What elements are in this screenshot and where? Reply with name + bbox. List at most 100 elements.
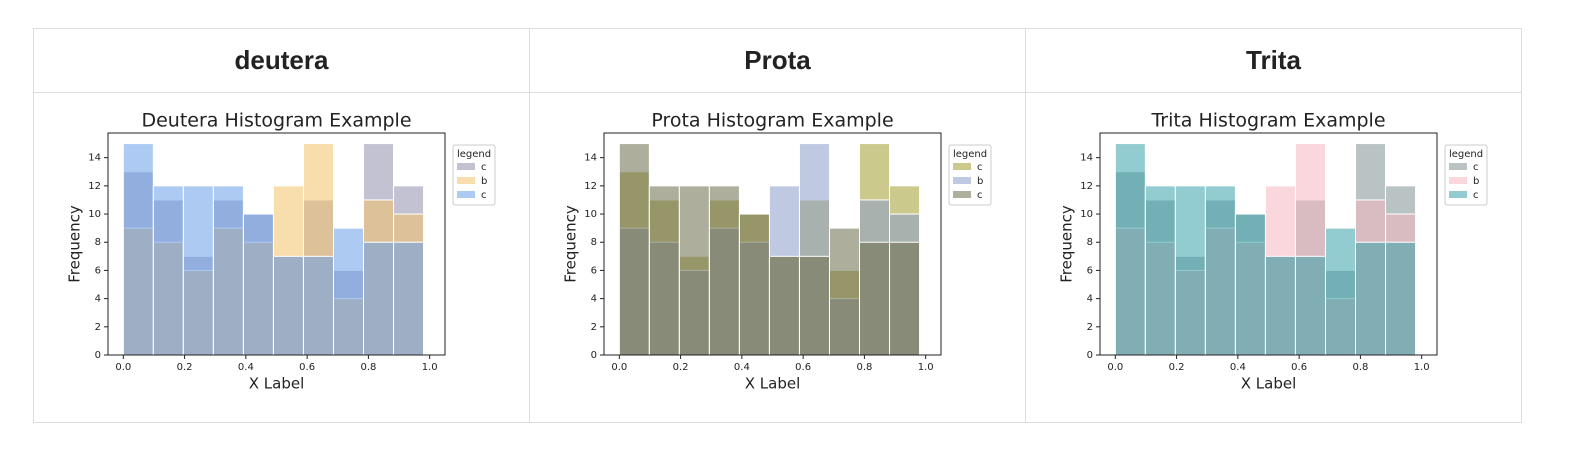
y-tick-label: 10 <box>1080 209 1093 220</box>
y-tick-label: 12 <box>1080 181 1093 192</box>
legend-label: c <box>1473 190 1479 201</box>
x-tick-label: 1.0 <box>1414 362 1430 373</box>
histogram-bar <box>393 241 425 356</box>
histogram-bar <box>182 185 214 356</box>
header-row: deutera Prota Trita <box>33 28 1522 93</box>
x-axis-label: X Label <box>1241 375 1297 393</box>
legend-swatch <box>953 191 971 198</box>
header-cell: Prota <box>529 28 1026 93</box>
x-tick-label: 0.8 <box>856 362 872 373</box>
histogram-bar <box>272 255 304 356</box>
histogram-bar <box>1174 185 1206 356</box>
legend-box <box>452 144 496 206</box>
x-tick-label: 0.4 <box>238 362 254 373</box>
x-tick-label: 0.0 <box>611 362 627 373</box>
y-tick-label: 2 <box>591 322 597 333</box>
histogram-bar <box>889 241 921 356</box>
histogram-bar <box>1234 213 1266 356</box>
table: deutera Prota Trita Deutera Histogram Ex… <box>33 28 1522 423</box>
legend-swatch <box>1449 163 1467 170</box>
histogram-bar <box>332 227 365 356</box>
histogram-bar <box>1294 255 1326 356</box>
histogram-bar <box>768 255 800 356</box>
legend-label: c <box>977 162 983 173</box>
x-tick-label: 1.0 <box>422 362 438 373</box>
chart-title: Prota Histogram Example <box>651 110 893 132</box>
x-tick-label: 0.2 <box>673 362 689 373</box>
chart-title: Deutera Histogram Example <box>141 110 411 132</box>
x-tick-label: 1.0 <box>918 362 934 373</box>
x-tick-label: 0.6 <box>1291 362 1307 373</box>
legend-label: b <box>1473 176 1479 187</box>
axes-frame <box>107 132 446 356</box>
x-axis-label: X Label <box>745 375 801 393</box>
x-axis-label: X Label <box>249 375 305 393</box>
chart-cell: Trita Histogram Example 0 2 4 6 8 10 12 14 0.0 0.2… <box>1025 92 1522 423</box>
x-tick-label: 0.0 <box>115 362 131 373</box>
y-tick-label: 8 <box>1087 237 1093 248</box>
axes-frame <box>603 132 942 356</box>
histogram-bar <box>1144 185 1176 356</box>
y-axis-label: Frequency <box>1058 205 1076 283</box>
histogram-bar <box>1204 185 1236 356</box>
histogram-bar <box>648 185 680 356</box>
legend-title: legend <box>1449 149 1483 160</box>
y-tick-label: 10 <box>584 209 597 220</box>
y-tick-label: 4 <box>1087 294 1093 305</box>
legend-swatch <box>457 177 475 184</box>
legend-label: c <box>481 190 487 201</box>
header-cell: Trita <box>1025 28 1522 93</box>
y-tick-label: 14 <box>88 153 101 164</box>
x-tick-label: 0.8 <box>1352 362 1368 373</box>
x-tick-label: 0.2 <box>177 362 193 373</box>
axes-frame <box>1099 132 1438 356</box>
header-cell: deutera <box>33 28 530 93</box>
legend-label: b <box>977 176 983 187</box>
histogram-bar <box>1324 227 1357 356</box>
y-tick-label: 6 <box>1087 265 1093 276</box>
legend-label: c <box>481 162 487 173</box>
histogram-bar <box>122 143 154 356</box>
legend-label: c <box>1473 162 1479 173</box>
histogram-bar <box>1114 143 1146 356</box>
histogram-bar <box>152 185 184 356</box>
legend-swatch <box>457 163 475 170</box>
histogram-bar <box>828 227 861 356</box>
y-tick-label: 14 <box>1080 153 1093 164</box>
legend-swatch <box>1449 177 1467 184</box>
histogram-bar <box>1264 255 1296 356</box>
histogram-bar <box>678 185 710 356</box>
histogram-bar <box>1355 241 1387 356</box>
y-tick-label: 12 <box>584 181 597 192</box>
legend-title: legend <box>953 149 987 160</box>
legend-box <box>948 144 992 206</box>
y-tick-label: 2 <box>95 322 101 333</box>
legend-label: c <box>977 190 983 201</box>
x-tick-label: 0.0 <box>1107 362 1123 373</box>
chart-cell: Deutera Histogram Example 0 2 4 6 8 10 12 14 0.0 0… <box>33 92 530 423</box>
chart-cell: Prota Histogram Example 0 2 4 6 8 10 12 14 0.0 0.2… <box>529 92 1026 423</box>
y-tick-label: 0 <box>1087 350 1093 361</box>
y-tick-label: 4 <box>95 294 101 305</box>
histogram-bar <box>363 241 395 356</box>
legend-swatch <box>1449 191 1467 198</box>
chart-title: Trita Histogram Example <box>1150 110 1385 132</box>
chart-row: Deutera Histogram Example 0 2 4 6 8 10 12 14 0.0 0… <box>33 92 1522 423</box>
legend-swatch <box>953 163 971 170</box>
histogram-bar <box>798 255 830 356</box>
histogram-bar <box>212 185 244 356</box>
histogram-bar <box>618 143 650 356</box>
histogram-bar <box>859 241 891 356</box>
y-tick-label: 8 <box>591 237 597 248</box>
y-tick-label: 10 <box>88 209 101 220</box>
y-axis-label: Frequency <box>66 205 84 283</box>
y-tick-label: 8 <box>95 237 101 248</box>
x-tick-label: 0.4 <box>1230 362 1246 373</box>
y-tick-label: 12 <box>88 181 101 192</box>
chart: Deutera Histogram Example 0 2 4 6 8 10 12 14 0.0 0… <box>66 110 496 393</box>
y-tick-label: 0 <box>95 350 101 361</box>
legend-box <box>1444 144 1488 206</box>
histogram-bar <box>738 213 770 356</box>
x-tick-label: 0.6 <box>795 362 811 373</box>
